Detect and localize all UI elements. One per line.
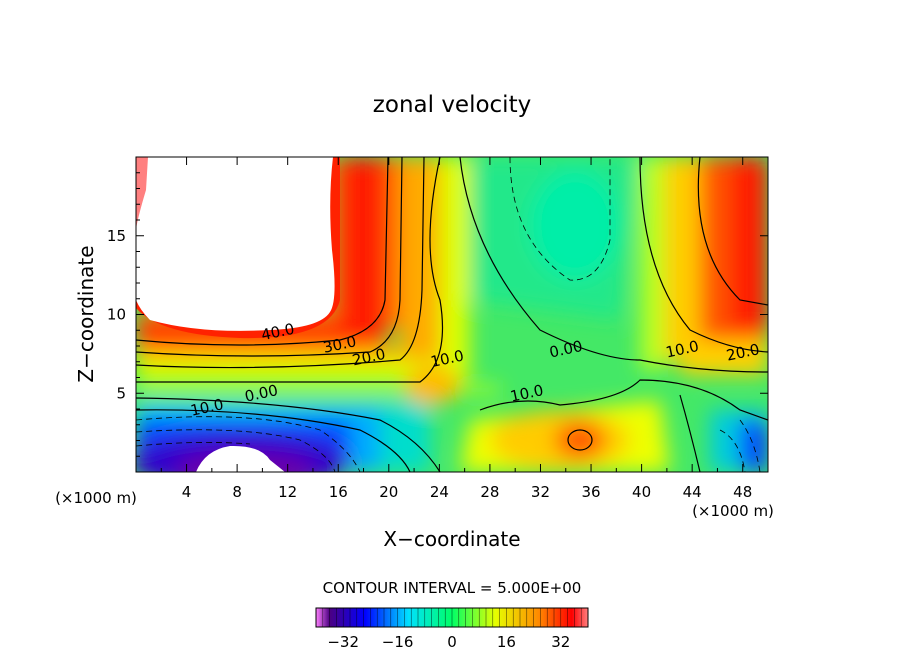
colorbar-tick-label: 0 [447,633,457,651]
y-axis-label: Z−coordinate [74,245,98,382]
x-tick-label: 28 [480,483,499,501]
x-tick-label: 16 [329,483,348,501]
x-axis: 4 8 12 16 20 24 28 32 36 40 44 48 [160,157,752,501]
x-tick-label: 8 [232,483,242,501]
colorbar-ticks: −32 −16 0 16 32 [327,633,570,651]
chart-title: zonal velocity [373,92,531,118]
x-tick-label: 4 [182,483,192,501]
contour-interval-text: CONTOUR INTERVAL = 5.000E+00 [323,579,582,597]
y-axis: 5 10 15 [107,172,768,457]
x-tick-label: 44 [683,483,702,501]
x-tick-label: 20 [379,483,398,501]
y-tick-label: 10 [107,306,126,324]
x-tick-label: 40 [632,483,651,501]
x-axis-label: X−coordinate [383,527,520,551]
x-unit-left: (×1000 m) [55,489,137,507]
colorbar-tick-label: −32 [327,633,359,651]
y-tick-label: 15 [107,227,126,245]
x-tick-label: 48 [733,483,752,501]
x-unit-right: (×1000 m) [692,502,774,520]
colorbar: −32 −16 0 16 32 [315,607,589,651]
colorbar-stripes [315,608,589,627]
colorbar-tick-label: 32 [551,633,570,651]
x-tick-label: 32 [531,483,550,501]
x-tick-label: 36 [581,483,600,501]
colorbar-tick-label: −16 [382,633,414,651]
colorbar-tick-label: 16 [497,633,516,651]
x-tick-label: 12 [278,483,297,501]
plot-area [136,157,768,472]
x-tick-label: 24 [430,483,449,501]
y-tick-label: 5 [116,384,126,402]
